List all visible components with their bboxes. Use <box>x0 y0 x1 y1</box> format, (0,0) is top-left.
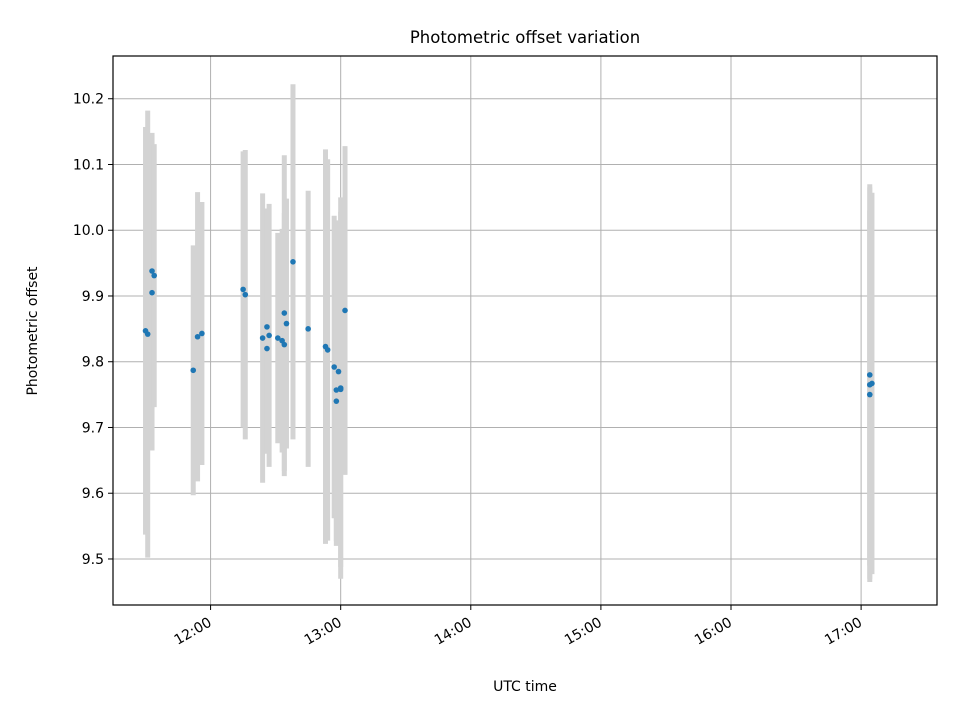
y-tick-label: 9.5 <box>82 552 104 568</box>
y-tick-label: 9.8 <box>82 355 104 371</box>
y-axis-label: Photometric offset <box>25 266 41 396</box>
data-point <box>281 341 288 348</box>
data-point <box>337 385 344 391</box>
data-point <box>149 289 155 296</box>
data-point <box>866 391 873 398</box>
data-point <box>335 368 342 375</box>
grid <box>113 56 937 605</box>
chart-title: Photometric offset variation <box>410 28 640 47</box>
data-point <box>283 320 290 327</box>
y-tick-label: 10.0 <box>73 223 104 239</box>
y-tick-label: 9.6 <box>82 486 104 502</box>
data-point <box>264 324 270 330</box>
data-point <box>333 387 340 393</box>
data-point <box>264 345 270 352</box>
y-tick-label: 9.9 <box>82 289 104 305</box>
x-axis-label: UTC time <box>493 679 557 695</box>
data-point <box>190 367 197 374</box>
data-point <box>144 331 151 337</box>
y-axis: 9.5 9.6 9.7 9.8 9.9 10.0 10.1 10.2 <box>73 92 113 568</box>
data-point <box>331 364 337 370</box>
data-point <box>324 347 331 353</box>
data-point <box>333 398 340 404</box>
plot-frame <box>112 55 938 606</box>
data-point <box>266 332 272 339</box>
data-point <box>290 258 296 265</box>
data-point <box>869 380 875 387</box>
y-tick-label: 9.7 <box>82 420 104 436</box>
data-point <box>866 372 873 378</box>
data-point <box>305 326 311 332</box>
data-point <box>151 272 157 279</box>
y-tick-label: 10.1 <box>73 157 104 173</box>
y-tick-label: 10.2 <box>73 92 104 108</box>
data-point <box>240 286 246 293</box>
data-point <box>149 268 155 274</box>
data-point <box>242 291 249 298</box>
data-point <box>275 335 281 341</box>
data-point <box>199 330 205 337</box>
data-points <box>142 258 875 404</box>
data-point <box>259 335 266 341</box>
data-point <box>194 333 201 340</box>
data-point <box>281 310 288 316</box>
data-point <box>342 307 348 314</box>
